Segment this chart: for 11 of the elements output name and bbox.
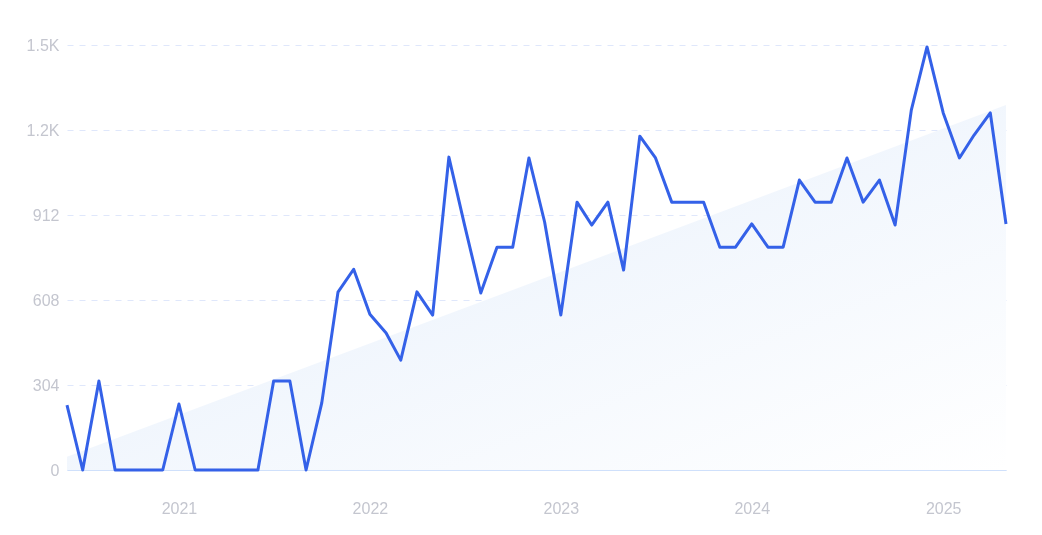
y-tick-label: 1.5K: [26, 36, 60, 54]
y-tick-label: 912: [32, 206, 60, 224]
x-tick-label: 2025: [925, 499, 962, 517]
x-tick-label: 2024: [734, 499, 771, 517]
y-tick-label: 608: [32, 291, 60, 309]
x-tick-label: 2021: [161, 499, 198, 517]
y-tick-label: 304: [32, 376, 60, 394]
y-tick-label: 1.2K: [26, 121, 60, 139]
y-tick-label: 0: [50, 461, 60, 479]
x-tick-label: 2022: [352, 499, 389, 517]
x-tick-label: 2023: [543, 499, 580, 517]
